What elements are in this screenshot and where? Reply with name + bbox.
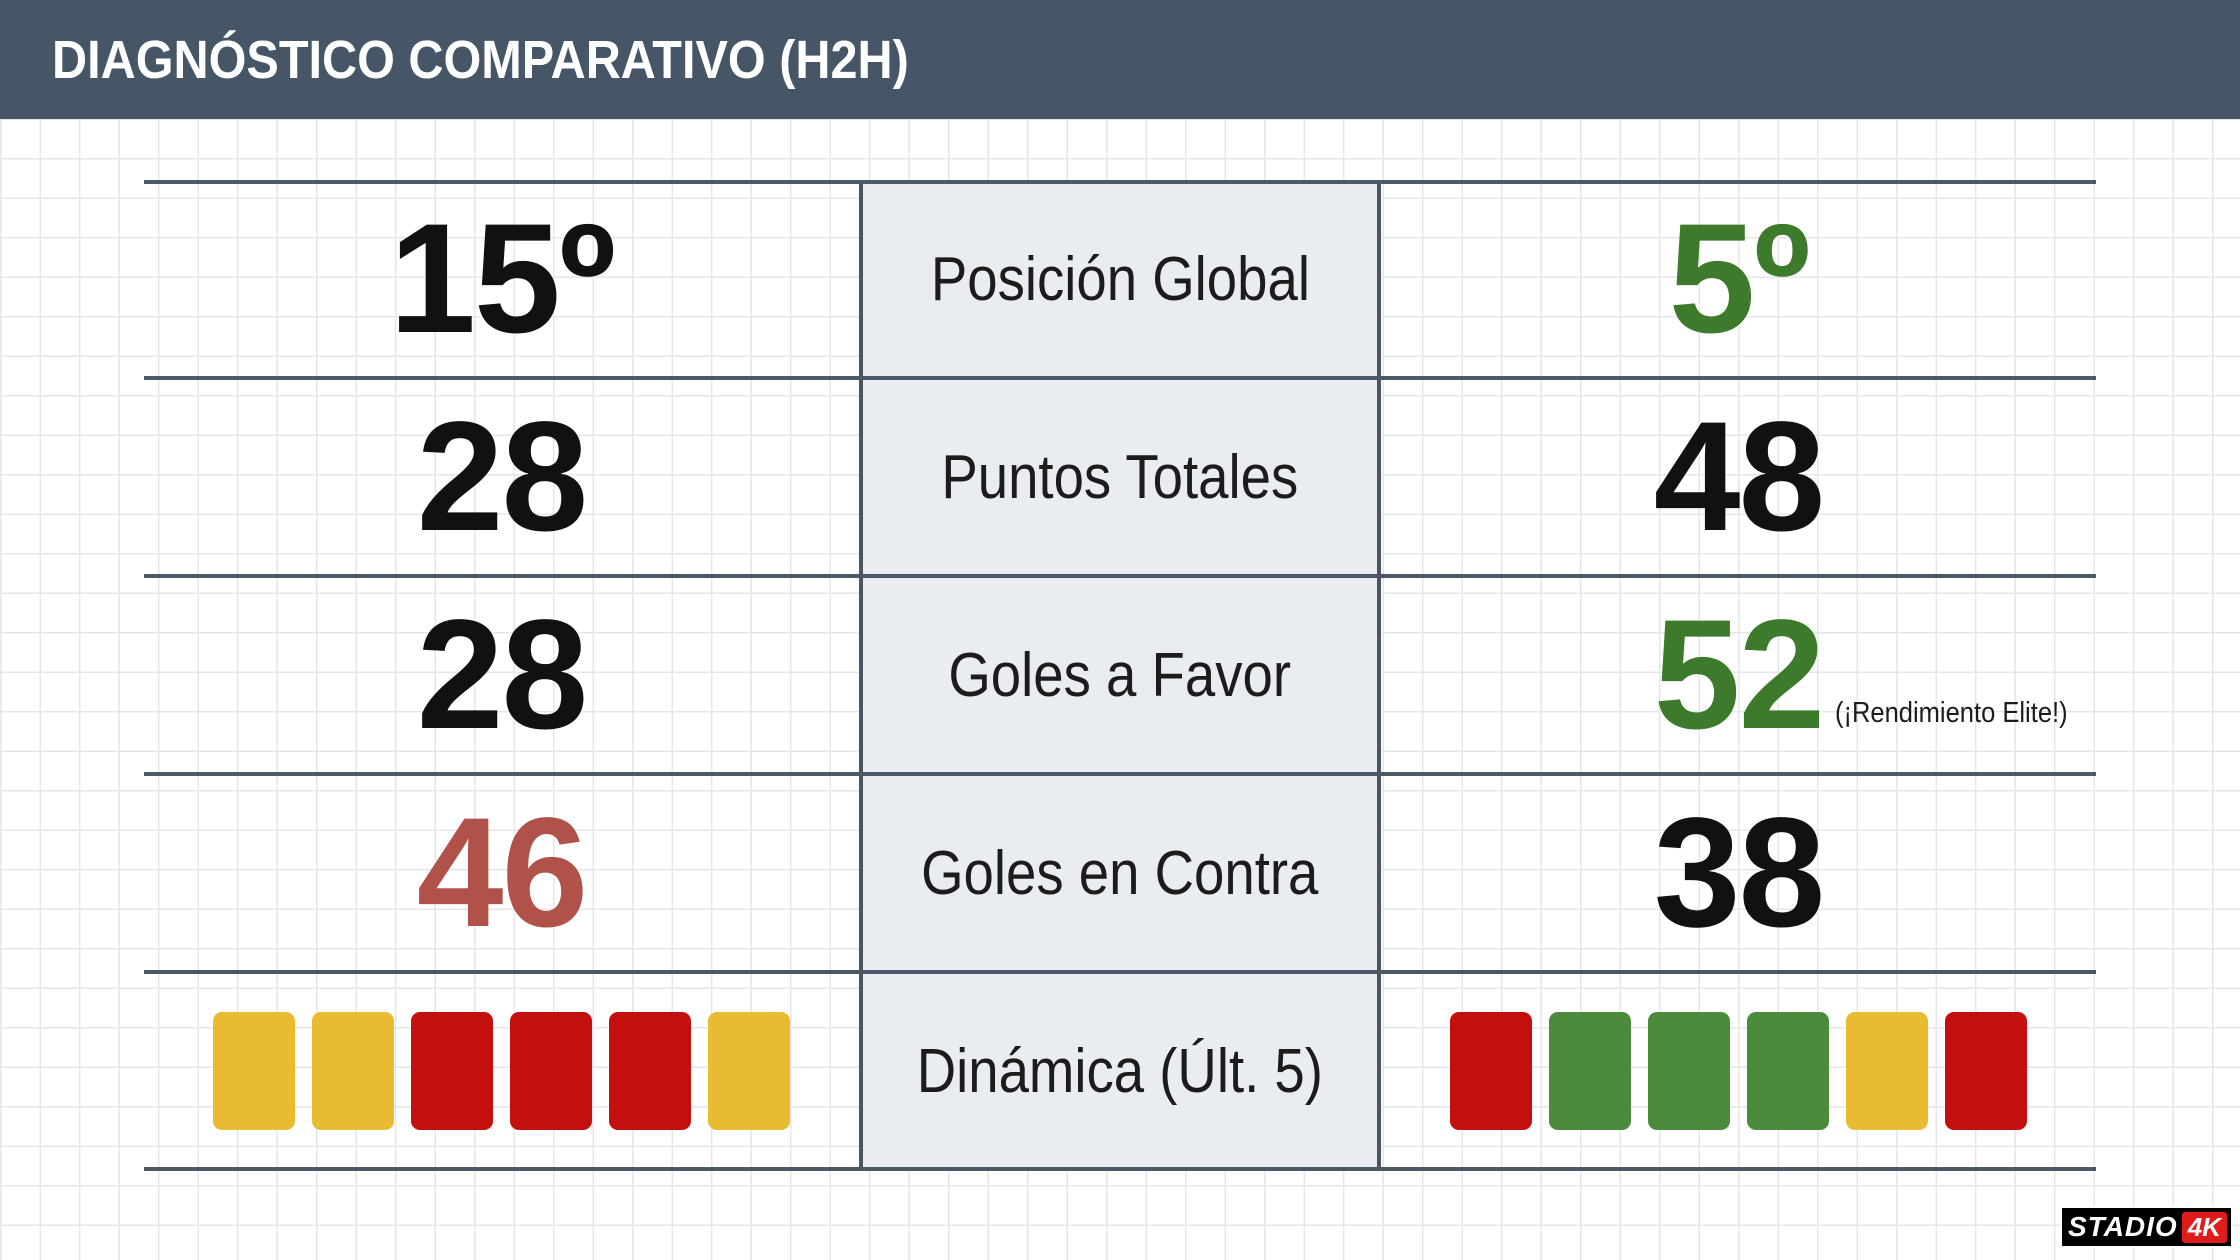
left-cell: 28 <box>144 378 859 576</box>
row-divider <box>144 772 2096 776</box>
right-cell: 48 <box>1381 378 2096 576</box>
stat-label: Posición Global <box>930 244 1310 314</box>
form-result-win <box>1648 1012 1730 1130</box>
right-cell: 38 <box>1381 774 2096 972</box>
stat-label: Dinámica (Últ. 5) <box>916 1036 1324 1106</box>
row-goles-en-contra: 46 Goles en Contra 38 <box>144 774 2096 972</box>
row-divider <box>144 376 2096 380</box>
row-divider <box>144 574 2096 578</box>
row-posicion-global: 15º Posición Global 5º <box>144 180 2096 378</box>
form-result-loss <box>411 1012 493 1130</box>
left-cell: 46 <box>144 774 859 972</box>
stat-label: Goles en Contra <box>921 838 1319 908</box>
left-cell: 15º <box>144 180 859 378</box>
left-value: 28 <box>416 588 589 762</box>
center-cell: Goles en Contra <box>859 774 1381 972</box>
left-cell: 28 <box>144 576 859 774</box>
stat-label: Goles a Favor <box>948 640 1292 710</box>
channel-logo: STADIO 4K <box>2060 1206 2233 1248</box>
row-goles-a-favor: 28 Goles a Favor 52 <box>144 576 2096 774</box>
right-cell: 5º <box>1381 180 2096 378</box>
row-divider <box>144 180 2096 184</box>
right-value: 52 <box>1653 588 1826 762</box>
form-result-draw <box>213 1012 295 1130</box>
form-result-draw <box>1846 1012 1928 1130</box>
form-result-draw <box>312 1012 394 1130</box>
right-value-note: (¡Rendimiento Elite!) <box>1835 697 2068 729</box>
stat-label: Puntos Totales <box>941 442 1299 512</box>
center-cell: Puntos Totales <box>859 378 1381 576</box>
left-value: 15º <box>389 192 615 366</box>
form-result-loss <box>1450 1012 1532 1130</box>
left-form-strip <box>213 1012 790 1130</box>
right-cell: 52 <box>1381 576 2096 774</box>
center-cell: Posición Global <box>859 180 1381 378</box>
form-result-loss <box>1945 1012 2027 1130</box>
center-column <box>859 180 1381 1170</box>
logo-text: STADIO <box>2068 1211 2178 1242</box>
right-value: 38 <box>1653 786 1826 960</box>
center-cell: Goles a Favor <box>859 576 1381 774</box>
center-cell: Dinámica (Últ. 5) <box>859 972 1381 1170</box>
form-result-loss <box>609 1012 691 1130</box>
left-value: 28 <box>416 390 589 564</box>
left-value: 46 <box>416 786 589 960</box>
form-result-draw <box>708 1012 790 1130</box>
row-puntos-totales: 28 Puntos Totales 48 <box>144 378 2096 576</box>
row-divider <box>144 970 2096 974</box>
right-cell <box>1381 972 2096 1170</box>
right-form-strip <box>1450 1012 2027 1130</box>
right-value: 48 <box>1653 390 1826 564</box>
header-bar: DIAGNÓSTICO COMPARATIVO (H2H) <box>0 0 2240 119</box>
row-divider <box>144 1167 2096 1171</box>
left-cell <box>144 972 859 1170</box>
page-title: DIAGNÓSTICO COMPARATIVO (H2H) <box>52 29 909 90</box>
logo-tag: 4K <box>2181 1211 2227 1243</box>
form-result-win <box>1747 1012 1829 1130</box>
row-dinamica: Dinámica (Últ. 5) <box>144 972 2096 1170</box>
form-result-win <box>1549 1012 1631 1130</box>
right-value: 5º <box>1668 192 1811 366</box>
form-result-loss <box>510 1012 592 1130</box>
